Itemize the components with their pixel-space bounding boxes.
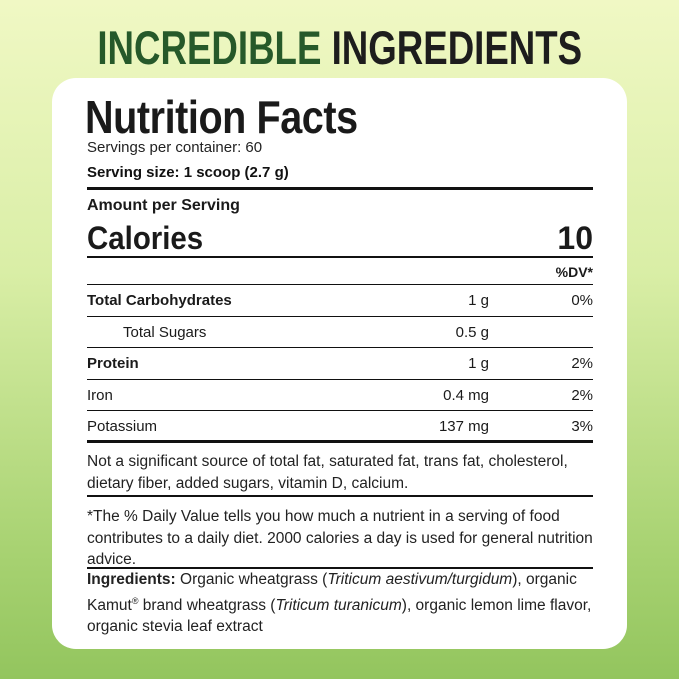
nutrient-name: Iron bbox=[87, 387, 113, 404]
divider bbox=[87, 347, 593, 348]
dv-header: %DV* bbox=[555, 264, 593, 280]
divider bbox=[87, 284, 593, 285]
headline-green: INCREDIBLE bbox=[97, 21, 322, 74]
nutrient-amount: 137 mg bbox=[438, 418, 489, 435]
label-title: Nutrition Facts bbox=[85, 91, 358, 143]
registered-mark: ® bbox=[131, 595, 139, 606]
table-row: Potassium 137 mg 3% bbox=[87, 411, 593, 442]
ingredients-text: Ingredients: Organic wheatgrass (Triticu… bbox=[87, 569, 597, 638]
ingredients-part: ), organic lemon lime flavor, organic st… bbox=[87, 596, 592, 636]
ingredients-latin: Triticum aestivum/turgidum bbox=[327, 571, 513, 588]
ingredients-label: Ingredients: bbox=[87, 571, 176, 588]
amount-per-serving: Amount per Serving bbox=[87, 197, 240, 214]
ingredients-part: brand wheatgrass ( bbox=[138, 596, 276, 614]
ingredients-latin: Triticum turanicum bbox=[275, 596, 402, 614]
nutrient-dv: 2% bbox=[571, 355, 593, 372]
servings-per-container: Servings per container: 60 bbox=[87, 139, 263, 156]
nutrient-amount: 1 g bbox=[468, 355, 489, 372]
table-row: Total Carbohydrates 1 g 0% bbox=[87, 285, 593, 316]
nutrient-name: Protein bbox=[87, 355, 139, 372]
divider bbox=[87, 379, 593, 380]
divider bbox=[87, 256, 593, 258]
table-row: Iron 0.4 mg 2% bbox=[87, 380, 593, 411]
nutrient-name: Total Sugars bbox=[123, 324, 207, 341]
headline-dark: INGREDIENTS bbox=[331, 21, 582, 74]
nutrient-dv: 3% bbox=[571, 418, 593, 435]
calories-label: Calories bbox=[87, 220, 204, 256]
divider bbox=[87, 410, 593, 411]
nutrient-amount: 0.4 mg bbox=[443, 387, 489, 404]
divider bbox=[87, 187, 593, 190]
nutrient-dv: 0% bbox=[571, 292, 593, 309]
nutrient-dv: 2% bbox=[571, 387, 593, 404]
not-significant-note: Not a significant source of total fat, s… bbox=[87, 453, 568, 492]
ingredients-part: Organic wheatgrass ( bbox=[175, 571, 328, 588]
divider bbox=[87, 440, 593, 443]
divider bbox=[87, 567, 593, 569]
calories-value: 10 bbox=[557, 220, 593, 256]
serving-size: Serving size: 1 scoop (2.7 g) bbox=[87, 164, 289, 181]
headline: INCREDIBLE INGREDIENTS bbox=[0, 20, 679, 75]
table-row: Protein 1 g 2% bbox=[87, 348, 593, 379]
ingredients-part: ), organic Kamut bbox=[87, 571, 577, 614]
nutrient-name: Potassium bbox=[87, 418, 158, 435]
divider bbox=[87, 316, 593, 317]
daily-value-note: *The % Daily Value tells you how much a … bbox=[87, 508, 593, 568]
nutrient-amount: 0.5 g bbox=[455, 324, 489, 341]
table-row: Total Sugars 0.5 g bbox=[87, 317, 593, 348]
divider bbox=[87, 495, 593, 497]
nutrition-card: Nutrition Facts Servings per container: … bbox=[52, 78, 627, 649]
nutrient-amount: 1 g bbox=[468, 292, 489, 309]
nutrient-name: Total Carbohydrates bbox=[87, 292, 232, 309]
